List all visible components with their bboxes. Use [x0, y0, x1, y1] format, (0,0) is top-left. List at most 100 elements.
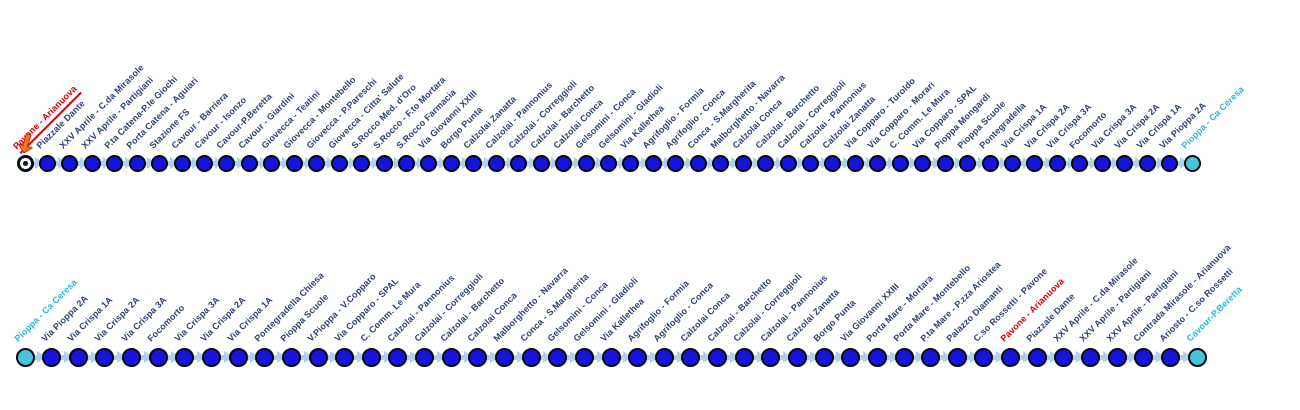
stop-marker[interactable] — [353, 154, 371, 172]
stop-marker[interactable] — [959, 154, 977, 172]
stop-marker[interactable] — [42, 347, 62, 367]
stop-marker[interactable] — [510, 154, 528, 172]
stop-marker[interactable] — [1071, 154, 1089, 172]
terminal-stop-marker[interactable] — [15, 347, 35, 367]
stop-marker[interactable] — [388, 347, 408, 367]
stop-marker[interactable] — [600, 154, 617, 172]
stop-marker[interactable] — [628, 347, 648, 367]
stop-marker[interactable] — [761, 347, 781, 367]
stop-marker[interactable] — [1026, 154, 1044, 172]
stop-marker[interactable] — [308, 154, 326, 172]
stop-marker[interactable] — [415, 347, 435, 367]
stop-marker[interactable] — [128, 154, 146, 172]
stop-marker[interactable] — [1138, 154, 1156, 172]
stop-marker[interactable] — [487, 154, 505, 172]
stop-marker[interactable] — [375, 154, 393, 172]
stop-marker[interactable] — [173, 154, 191, 172]
stop-marker[interactable] — [841, 347, 861, 367]
stop-marker[interactable] — [1160, 347, 1180, 367]
stop-marker[interactable] — [255, 347, 275, 367]
stop-marker[interactable] — [1134, 347, 1154, 367]
stop-marker[interactable] — [689, 154, 707, 172]
stop-marker[interactable] — [734, 154, 752, 172]
stop-marker[interactable] — [228, 347, 248, 367]
stop-marker[interactable] — [947, 347, 967, 367]
stop-marker[interactable] — [240, 154, 258, 172]
stop-marker[interactable] — [106, 154, 124, 172]
stop-marker[interactable] — [1054, 347, 1074, 367]
stop-marker[interactable] — [779, 154, 797, 172]
terminal-stop-marker[interactable] — [1187, 347, 1207, 367]
stop-marker[interactable] — [151, 154, 169, 172]
stop-marker[interactable] — [824, 154, 842, 172]
stop-marker[interactable] — [521, 347, 541, 367]
stop-marker[interactable] — [622, 154, 640, 172]
stop-marker[interactable] — [708, 347, 728, 367]
stop-marker[interactable] — [654, 347, 674, 367]
stop-marker[interactable] — [1027, 347, 1047, 367]
stop-marker[interactable] — [420, 154, 438, 172]
stop-marker[interactable] — [281, 347, 301, 367]
stop-marker[interactable] — [914, 154, 932, 172]
stop-marker[interactable] — [1080, 347, 1100, 367]
stop-marker[interactable] — [263, 154, 281, 172]
stop-marker[interactable] — [974, 347, 994, 367]
stop-marker[interactable] — [981, 154, 999, 172]
stop-marker[interactable] — [1161, 154, 1179, 172]
stop-marker[interactable] — [61, 154, 79, 172]
stop-marker[interactable] — [1093, 154, 1111, 172]
stop-marker[interactable] — [894, 347, 914, 367]
stop-marker[interactable] — [1001, 347, 1021, 367]
stop-marker[interactable] — [712, 154, 730, 172]
stop-marker[interactable] — [867, 347, 887, 367]
stop-marker[interactable] — [555, 154, 573, 172]
stop-marker[interactable] — [398, 154, 416, 172]
stop-marker[interactable] — [921, 347, 941, 367]
stop-marker[interactable] — [667, 154, 685, 172]
direction-arrow-icon — [836, 351, 846, 363]
stop-marker[interactable] — [148, 347, 168, 367]
stop-marker[interactable] — [465, 154, 483, 172]
terminal-stop-marker[interactable] — [1183, 154, 1201, 172]
origin-stop-marker[interactable] — [16, 154, 34, 172]
stop-marker[interactable] — [285, 154, 303, 172]
stop-marker[interactable] — [361, 347, 381, 367]
stop-marker[interactable] — [68, 347, 88, 367]
stop-marker[interactable] — [757, 154, 775, 172]
stop-marker[interactable] — [532, 154, 550, 172]
stop-marker[interactable] — [681, 347, 701, 367]
stop-marker[interactable] — [330, 154, 348, 172]
stop-marker[interactable] — [734, 347, 754, 367]
stop-marker[interactable] — [218, 154, 236, 172]
stop-marker[interactable] — [891, 154, 909, 172]
stop-marker[interactable] — [601, 347, 621, 367]
stop-marker[interactable] — [95, 347, 115, 367]
stop-marker[interactable] — [196, 154, 214, 172]
stop-marker[interactable] — [122, 347, 142, 367]
stop-marker[interactable] — [1048, 154, 1066, 172]
stop-marker[interactable] — [494, 347, 514, 367]
stop-marker[interactable] — [38, 154, 56, 172]
stop-marker[interactable] — [1116, 154, 1134, 172]
stop-marker[interactable] — [441, 347, 461, 367]
stop-marker[interactable] — [577, 154, 595, 172]
stop-marker[interactable] — [1003, 154, 1021, 172]
direction-arrow-icon — [197, 351, 207, 363]
stop-marker[interactable] — [175, 347, 195, 367]
stop-marker[interactable] — [936, 154, 954, 172]
stop-marker[interactable] — [201, 347, 221, 367]
stop-marker[interactable] — [846, 154, 864, 172]
stop-marker[interactable] — [308, 347, 328, 367]
stop-marker[interactable] — [335, 347, 355, 367]
stop-marker[interactable] — [83, 154, 101, 172]
stop-marker[interactable] — [801, 154, 819, 172]
stop-marker[interactable] — [548, 347, 568, 367]
stop-marker[interactable] — [442, 154, 460, 172]
stop-marker[interactable] — [1107, 347, 1127, 367]
stop-marker[interactable] — [468, 347, 488, 367]
stop-marker[interactable] — [869, 154, 887, 172]
stop-marker[interactable] — [787, 347, 807, 367]
stop-marker[interactable] — [644, 154, 662, 172]
stop-marker[interactable] — [574, 347, 594, 367]
stop-marker[interactable] — [814, 347, 834, 367]
